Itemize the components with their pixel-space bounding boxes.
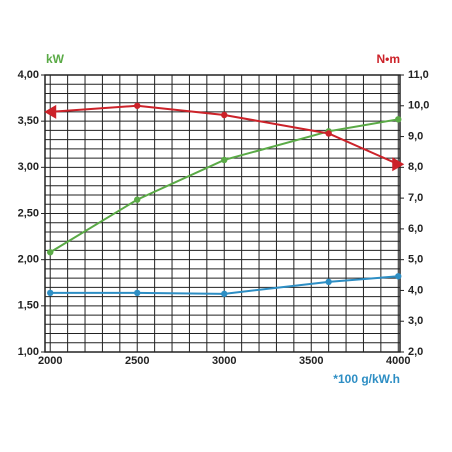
y2-tick-label: 2,0 xyxy=(408,346,423,358)
y-tick-label: 1,50 xyxy=(18,300,39,312)
y2-tick-label: 3,0 xyxy=(408,315,423,327)
point xyxy=(325,130,332,137)
y2-tick-label: 6,0 xyxy=(408,223,423,235)
point xyxy=(325,278,332,286)
point xyxy=(134,196,141,203)
point xyxy=(395,273,402,280)
y2-tick-label: 7,0 xyxy=(408,192,423,204)
y2-tick-label: 10,0 xyxy=(408,100,429,112)
x-tick-label: 2500 xyxy=(125,355,149,367)
y-axis-label: kW xyxy=(46,52,65,66)
y2-tick-label: 4,0 xyxy=(408,284,423,296)
y2-tick-label: 11,0 xyxy=(408,69,429,81)
point xyxy=(221,156,228,164)
y2-tick-label: 5,0 xyxy=(408,254,423,266)
x-tick-label: 2000 xyxy=(38,355,62,367)
point xyxy=(47,249,54,256)
point xyxy=(221,290,228,298)
point xyxy=(47,289,54,297)
arrow-marker xyxy=(392,157,405,172)
y-tick-label: 2,50 xyxy=(18,207,39,219)
x-tick-label: 4000 xyxy=(386,355,410,367)
y-tick-label: 1,00 xyxy=(18,346,39,358)
point xyxy=(134,289,141,297)
arrow-marker xyxy=(44,104,57,119)
y-tick-label: 3,50 xyxy=(18,115,39,127)
y-tick-label: 2,00 xyxy=(18,254,39,266)
x-tick-label: 3500 xyxy=(299,355,323,367)
x-note: *100 g/kW.h xyxy=(333,372,400,386)
y2-tick-label: 9,0 xyxy=(408,130,423,142)
x-tick-label: 3000 xyxy=(212,355,236,367)
y2-tick-label: 8,0 xyxy=(408,161,423,173)
point xyxy=(395,116,402,123)
point xyxy=(134,102,141,109)
point xyxy=(221,111,228,119)
y-tick-label: 4,00 xyxy=(18,69,39,81)
y2-axis-label: N•m xyxy=(376,52,400,66)
y-tick-label: 3,00 xyxy=(18,161,39,173)
